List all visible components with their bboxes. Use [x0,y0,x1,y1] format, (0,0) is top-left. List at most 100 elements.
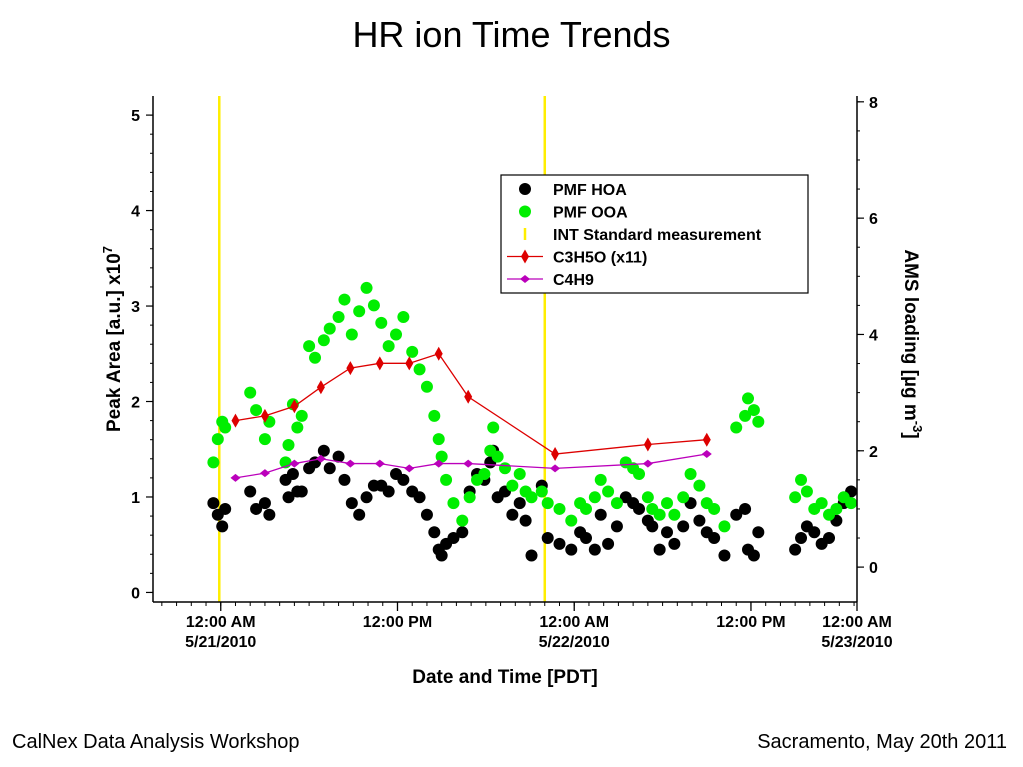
ooa-point [718,520,731,533]
c4h9-point [315,454,326,463]
c3h5o-point [464,389,473,404]
hoa-point [263,508,276,521]
hoa-point [693,514,706,527]
ooa-point [641,491,654,504]
ooa-point [258,433,271,446]
y-right-exponent: -3 [910,421,925,433]
hoa-point [789,543,802,556]
ooa-series [207,281,858,533]
x-tick-date: 5/22/2010 [539,634,610,651]
ooa-point [309,351,322,364]
c3h5o-point [375,356,384,371]
page-title: HR ion Time Trends [352,14,671,55]
ooa-point [390,328,403,341]
ooa-point [506,479,519,492]
ooa-point [447,497,460,510]
hoa-point [795,532,808,545]
legend-marker-c4h9 [520,275,530,283]
ooa-point [677,491,690,504]
y-right-tick-label: 8 [869,95,878,112]
ooa-point [440,473,453,486]
ooa-point [487,421,500,434]
ooa-point [456,514,469,527]
ooa-point [397,311,410,324]
hoa-point [345,497,358,510]
hoa-point [808,526,821,539]
ooa-point [739,409,752,422]
hoa-series [207,444,858,562]
ooa-point [295,409,308,422]
ooa-point [565,514,578,527]
hoa-point [295,485,308,498]
ooa-point [747,404,760,417]
ooa-point [541,497,554,510]
ooa-point [282,438,295,451]
ooa-point [491,450,504,463]
legend-label-c3h5o: C3H5O (x11) [553,250,647,267]
hoa-point [553,537,566,550]
hoa-point [580,532,593,545]
hoa-point [219,502,232,515]
ooa-point [317,334,330,347]
c4h9-point [550,464,561,473]
ooa-point [800,485,813,498]
c4h9-point [463,459,474,468]
hoa-point [708,532,721,545]
ooa-point [463,491,476,504]
ooa-point [708,502,721,515]
ooa-point [211,433,224,446]
hoa-point [602,537,615,550]
hoa-point [250,502,263,515]
ooa-point [338,293,351,306]
legend-marker-c3h5o [521,249,529,264]
ooa-point [633,468,646,481]
legend-label-hoa: PMF HOA [553,182,627,199]
ooa-point [406,345,419,358]
c3h5o-series [231,346,711,462]
legend-label-int: INT Standard measurement [553,227,762,244]
hoa-point [677,520,690,533]
ooa-point [345,328,358,341]
c3h5o-point [316,380,325,395]
c4h9-point [701,450,712,459]
c3h5o-point [346,361,355,376]
y-left-tick-label: 5 [131,108,140,125]
c4h9-point [230,473,241,482]
c3h5o-point [551,447,560,462]
hoa-point [282,491,295,504]
c3h5o-point [434,346,443,361]
axes: 0 1 2 3 4 5 0 2 4 6 8 12:00 AM 5/21/2010 12:00 PM 12:0… [100,95,925,688]
hoa-point [513,497,526,510]
hoa-point [435,549,448,562]
ooa-point [432,433,445,446]
ooa-point [353,305,366,318]
hoa-point [588,543,601,556]
hoa-point [332,450,345,463]
ooa-point [580,502,593,515]
ooa-point [830,502,843,515]
ooa-point [413,363,426,376]
x-tick-label: 12:00 PM [716,614,785,631]
c3h5o-line [235,353,707,455]
hoa-point [730,508,743,521]
y-right-tick-label: 2 [869,444,878,461]
y-left-tick-label: 4 [131,204,140,221]
ooa-point [525,491,538,504]
y-right-tick-label: 6 [869,211,878,228]
ooa-point [730,421,743,434]
hoa-point [594,508,607,521]
ooa-point [244,386,257,399]
y-left-tick-label: 0 [131,585,140,602]
hoa-point [739,502,752,515]
hoa-point [447,532,460,545]
hoa-point [718,549,731,562]
ooa-point [513,468,526,481]
hoa-point [216,520,229,533]
ooa-point [602,485,615,498]
ooa-point [693,479,706,492]
x-tick-date: 5/23/2010 [821,634,892,651]
ooa-point [553,502,566,515]
ooa-point [291,421,304,434]
x-tick-date: 5/21/2010 [185,634,256,651]
c3h5o-point [231,413,240,428]
